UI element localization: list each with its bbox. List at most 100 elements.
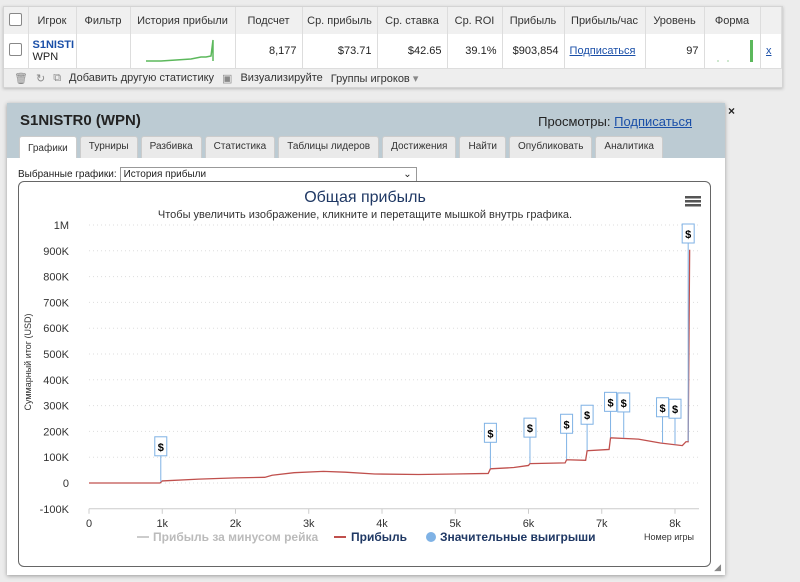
tab-publish[interactable]: Опубликовать bbox=[509, 136, 593, 158]
legend-item-rake: Прибыль за минусом рейка bbox=[153, 530, 318, 544]
col-profit-history[interactable]: История прибыли bbox=[130, 7, 236, 34]
col-profit-hour[interactable]: Прибыль/час bbox=[564, 7, 646, 34]
win-marker-label: $ bbox=[685, 229, 691, 241]
y-tick-label: 700K bbox=[43, 297, 69, 309]
y-tick-label: -100K bbox=[40, 504, 70, 516]
col-avg-roi[interactable]: Ср. ROI bbox=[447, 7, 503, 34]
tab-charts[interactable]: Графики bbox=[19, 136, 77, 158]
panel-title: S1NISTR0 (WPN) bbox=[20, 112, 141, 129]
subscribe-link[interactable]: Подписаться bbox=[569, 45, 636, 57]
stats-table-container: Игрок Фильтр История прибыли Подсчет Ср.… bbox=[3, 6, 783, 88]
player-name-link[interactable]: S1NISTI bbox=[32, 39, 75, 51]
y-tick-label: 500K bbox=[43, 349, 69, 361]
win-marker-flag bbox=[681, 223, 695, 244]
profit-chart[interactable]: Общая прибыль Чтобы увеличить изображение… bbox=[19, 182, 712, 568]
win-marker-label: $ bbox=[564, 419, 570, 431]
legend-symbol-wins bbox=[426, 532, 436, 542]
win-marker-flag bbox=[483, 422, 497, 443]
win-marker-flag bbox=[580, 404, 594, 425]
x-tick-label: 8k bbox=[669, 518, 681, 530]
col-level[interactable]: Уровень bbox=[645, 7, 705, 34]
trash-icon[interactable]: 🗑 bbox=[14, 72, 28, 85]
col-avg-stake[interactable]: Ср. ставка bbox=[377, 7, 448, 34]
player-network: WPN bbox=[32, 51, 59, 63]
tab-breakdown[interactable]: Разбивка bbox=[140, 136, 202, 158]
y-tick-label: 300K bbox=[43, 401, 69, 413]
avg-roi-cell: 39.1% bbox=[447, 34, 503, 68]
win-marker-label: $ bbox=[487, 428, 493, 440]
chart-select[interactable]: История прибыли ⌄ bbox=[119, 167, 417, 182]
row-checkbox[interactable] bbox=[4, 34, 29, 68]
y-tick-label: 900K bbox=[43, 246, 69, 258]
win-marker-flag bbox=[523, 417, 537, 438]
x-tick-label: 3k bbox=[303, 518, 315, 530]
select-all-checkbox[interactable] bbox=[4, 7, 29, 34]
panel-tabs: Графики Турниры Разбивка Статистика Табл… bbox=[19, 136, 663, 158]
player-panel: S1NISTR0 (WPN) Просмотры: Подписаться Гр… bbox=[7, 103, 725, 575]
chart-subtitle: Чтобы увеличить изображение, кликните и … bbox=[158, 209, 572, 221]
win-marker-label: $ bbox=[672, 404, 678, 416]
win-marker-flag bbox=[154, 436, 168, 457]
y-tick-label: 800K bbox=[43, 272, 69, 284]
views-label: Просмотры: bbox=[538, 114, 611, 129]
col-remove bbox=[760, 7, 782, 34]
form-sparkline bbox=[704, 34, 761, 68]
y-tick-label: 600K bbox=[43, 323, 69, 335]
chart-container[interactable]: Общая прибыль Чтобы увеличить изображение… bbox=[18, 181, 711, 567]
visualize-icon: ▣ bbox=[222, 72, 233, 85]
legend-item-profit: Прибыль bbox=[351, 530, 407, 544]
add-stat-button[interactable]: Добавить другую статистику bbox=[69, 72, 215, 84]
tab-tournaments[interactable]: Турниры bbox=[79, 136, 138, 158]
y-tick-label: 100K bbox=[43, 452, 69, 464]
y-tick-label: 200K bbox=[43, 426, 69, 438]
filter-cell bbox=[76, 34, 131, 68]
x-tick-label: 4k bbox=[376, 518, 388, 530]
win-marker-flag bbox=[617, 392, 631, 413]
x-tick-label: 5k bbox=[449, 518, 461, 530]
panel-header: S1NISTR0 (WPN) Просмотры: Подписаться Гр… bbox=[7, 103, 725, 158]
refresh-icon[interactable]: ↻ bbox=[35, 72, 46, 85]
x-tick-label: 0 bbox=[86, 518, 92, 530]
tab-find[interactable]: Найти bbox=[459, 136, 507, 158]
tab-analytics[interactable]: Аналитика bbox=[595, 136, 663, 158]
col-form[interactable]: Форма bbox=[704, 7, 761, 34]
legend-item-wins: Значительные выигрыши bbox=[440, 530, 596, 544]
level-cell: 97 bbox=[645, 34, 705, 68]
x-tick-label: 6k bbox=[523, 518, 535, 530]
player-groups-dropdown[interactable]: Группы игроков ▾ bbox=[331, 72, 419, 85]
player-groups-label: Группы игроков bbox=[330, 72, 410, 85]
x-tick-label: 2k bbox=[230, 518, 242, 530]
views-subscribe-link[interactable]: Подписаться bbox=[614, 114, 692, 129]
win-marker-label: $ bbox=[158, 442, 164, 454]
caret-down-icon: ▾ bbox=[412, 72, 419, 85]
col-profit[interactable]: Прибыль bbox=[502, 7, 565, 34]
col-filter[interactable]: Фильтр bbox=[76, 7, 131, 34]
tab-leaderboards[interactable]: Таблицы лидеров bbox=[278, 136, 380, 158]
col-count[interactable]: Подсчет bbox=[235, 7, 303, 34]
win-marker-label: $ bbox=[584, 410, 590, 422]
profit-cell: $903,854 bbox=[502, 34, 565, 68]
win-marker-flag bbox=[604, 391, 618, 412]
table-row: S1NISTI WPN 8,177 $73.71 $42.65 39.1% $9… bbox=[4, 34, 782, 68]
win-marker-label: $ bbox=[659, 403, 665, 415]
close-icon[interactable]: × bbox=[728, 104, 736, 118]
table-toolbar: 🗑 ↻ ⧉ Добавить другую статистику ▣ Визуа… bbox=[4, 68, 782, 87]
tab-statistics[interactable]: Статистика bbox=[204, 136, 276, 158]
profit-line bbox=[89, 249, 691, 484]
visualize-button[interactable]: Визуализируйте bbox=[240, 72, 323, 84]
avg-profit-cell: $73.71 bbox=[302, 34, 378, 68]
selected-charts-label: Выбранные графики: bbox=[18, 169, 117, 180]
y-tick-label: 400K bbox=[43, 375, 69, 387]
chart-select-value: История прибыли bbox=[123, 169, 207, 180]
remove-row-link[interactable]: x bbox=[766, 45, 772, 57]
col-avg-profit[interactable]: Ср. прибыль bbox=[302, 7, 378, 34]
chart-title: Общая прибыль bbox=[304, 189, 426, 206]
win-marker-flag bbox=[560, 413, 574, 434]
menu-icon[interactable] bbox=[685, 196, 701, 207]
add-stat-icon: ⧉ bbox=[53, 71, 62, 84]
resize-handle-icon[interactable]: ◢ bbox=[714, 562, 721, 572]
col-player[interactable]: Игрок bbox=[28, 7, 77, 34]
avg-stake-cell: $42.65 bbox=[377, 34, 448, 68]
views: Просмотры: Подписаться bbox=[538, 114, 692, 129]
tab-achievements[interactable]: Достижения bbox=[382, 136, 457, 158]
